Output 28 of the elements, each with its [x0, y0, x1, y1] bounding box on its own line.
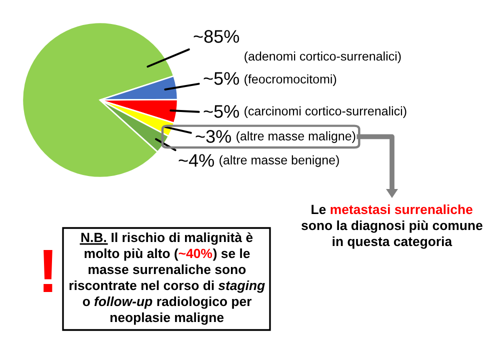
text: in questa categoria — [332, 236, 452, 249]
text: ~40% — [178, 248, 212, 258]
data-label: ~4% — [178, 154, 214, 167]
slice-label: (altre masse benigne) — [220, 155, 339, 167]
text: Le — [312, 204, 326, 214]
slice-label: (adenomi cortico-surrenalici) — [244, 51, 401, 64]
text: ! — [44, 250, 52, 292]
text: sono la diagnosi più comune — [302, 220, 482, 233]
data-label: ~5% — [204, 105, 239, 118]
text: follow-up — [94, 296, 152, 309]
text: radiologico per — [157, 296, 252, 309]
slice-label: (carcinomi cortico-surrenalici) — [244, 106, 406, 118]
text: o — [82, 298, 90, 306]
text: Il rischio di malignità è — [112, 232, 253, 245]
text: staging — [218, 280, 265, 293]
data-label: ~5% — [204, 72, 239, 85]
text: molto più alto ( — [84, 248, 178, 261]
text: neoplasie maligne — [110, 312, 224, 325]
pie-slice — [22, 22, 174, 178]
data-label: ~85% — [194, 30, 240, 43]
data-label: ~3% — [196, 130, 231, 143]
text: masse surrenaliche sono — [88, 264, 246, 274]
text: N.B. — [81, 232, 106, 242]
slice-label: (feocromocitomi) — [244, 74, 336, 86]
slice-label: (altre masse maligne) — [236, 131, 356, 143]
text: metastasi surrenaliche — [330, 204, 472, 214]
text: riscontrate nel corso di — [70, 280, 214, 290]
text: ) se le — [212, 248, 250, 261]
